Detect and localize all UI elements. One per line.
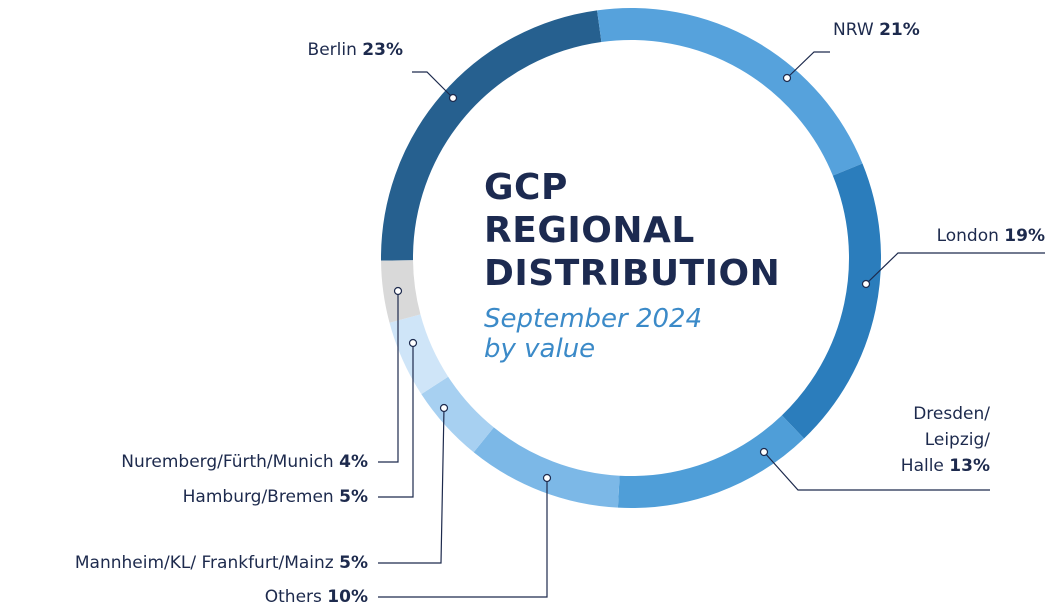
segment-label: London 19% <box>937 223 1045 249</box>
donut-segment <box>421 376 495 453</box>
segment-label: NRW 21% <box>833 17 920 43</box>
value-label: 4% <box>339 452 368 472</box>
leader-line <box>763 451 990 491</box>
leader-dot <box>393 286 403 296</box>
category-label: Nuremberg/Fürth/Munich <box>121 452 334 472</box>
leader-dot <box>439 403 449 413</box>
leader-dot <box>448 93 458 103</box>
leader-dot <box>861 279 871 289</box>
category-label: Hamburg/Bremen <box>182 487 334 507</box>
value-label: 19% <box>1004 226 1045 246</box>
value-label: 13% <box>949 456 990 476</box>
value-label: 23% <box>362 40 403 60</box>
leader-line <box>378 291 399 463</box>
donut-segment <box>617 415 805 508</box>
category-label: Dresden/ Leipzig/ Halle <box>900 404 990 476</box>
donut-segment <box>781 163 881 439</box>
donut-segment <box>389 314 449 395</box>
value-label: 10% <box>327 587 368 607</box>
segment-label: Others 10% <box>265 584 368 608</box>
leader-line <box>378 478 548 598</box>
leader-line <box>412 71 454 99</box>
chart-subtitle: September 2024 by value <box>484 304 703 364</box>
segment-label: Berlin 23% <box>308 37 403 63</box>
donut-segment <box>473 427 620 508</box>
segment-label: Nuremberg/Fürth/Munich 4% <box>121 449 368 475</box>
segment-label: Hamburg/Bremen 5% <box>183 484 368 510</box>
leader-line <box>865 252 1045 285</box>
leader-line <box>786 51 830 79</box>
donut-segment <box>597 8 863 176</box>
chart-title: GCP REGIONAL DISTRIBUTION <box>484 167 781 294</box>
leader-dot <box>542 473 552 483</box>
category-label: Mannheim/KL/ Frankfurt/Mainz <box>74 553 334 573</box>
donut-segment <box>381 10 602 261</box>
segment-label: Mannheim/KL/ Frankfurt/Mainz 5% <box>75 550 368 576</box>
leader-line <box>378 407 445 564</box>
leader-dot <box>782 73 792 83</box>
category-label: London <box>936 226 999 246</box>
leader-dot <box>408 338 418 348</box>
value-label: 21% <box>879 20 920 40</box>
category-label: Berlin <box>307 40 357 60</box>
leader-line <box>378 343 414 498</box>
category-label: Others <box>264 587 322 607</box>
value-label: 5% <box>339 553 368 573</box>
leader-dot <box>759 447 769 457</box>
segment-label: Dresden/ Leipzig/ Halle 13% <box>901 401 990 479</box>
value-label: 5% <box>339 487 368 507</box>
category-label: NRW <box>833 20 874 40</box>
